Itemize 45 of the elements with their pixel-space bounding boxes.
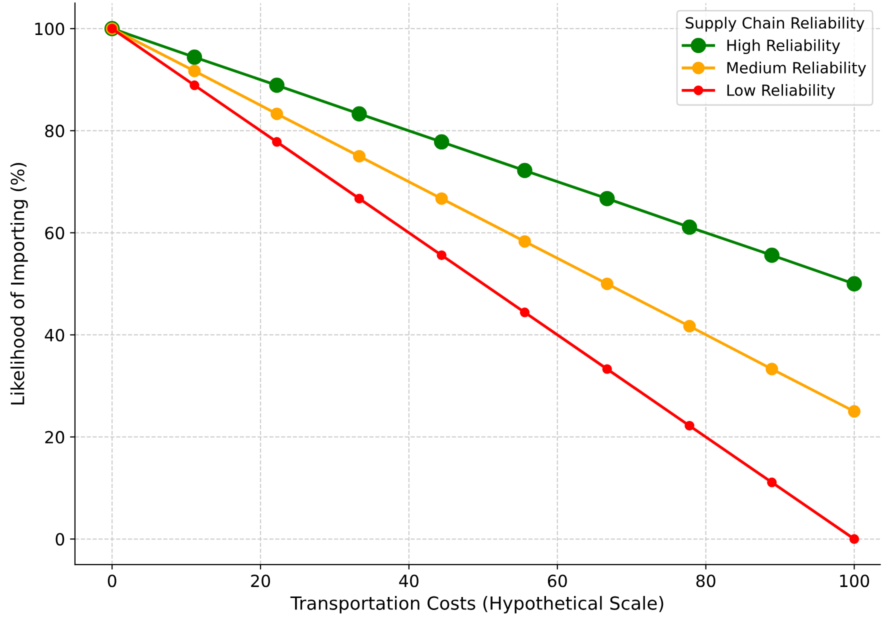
point [520,308,530,318]
y-tick-label: 20 [45,430,64,444]
x-tick-label: 0 [108,574,116,588]
y-tick-label: 60 [45,226,64,240]
point [518,235,531,248]
point [269,78,284,93]
point [435,192,448,205]
point [270,108,284,120]
point [272,137,282,147]
y-axis-title: Likelihood of Importing (%) [10,163,28,404]
point [190,80,200,90]
point [599,190,615,206]
point [354,194,364,204]
point [683,320,696,332]
x-tick-label: 60 [548,574,567,588]
y-tick-label: 80 [45,124,64,138]
legend-label: Low Reliability [727,84,836,99]
point [849,534,860,544]
point [352,106,367,122]
point [600,278,614,290]
legend-label: Medium Reliability [727,62,866,76]
legend-label: High Reliability [727,39,840,54]
point [517,162,532,178]
point [684,420,694,431]
point [602,364,612,374]
point [766,362,778,376]
point [682,220,698,235]
y-tick-label: 40 [44,328,64,342]
x-tick-label: 40 [399,574,418,588]
legend-title: Supply Chain Reliability [686,16,864,32]
point [188,64,201,78]
point [767,478,777,488]
x-tick-label: 100 [840,574,870,588]
point [186,50,202,65]
y-tick-label: 0 [56,532,64,546]
point [848,405,861,418]
point [846,276,862,292]
y-tick-label: 100 [35,22,64,36]
point [434,134,450,150]
x-tick-label: 20 [251,574,270,588]
point [764,248,780,263]
x-axis-title: Transportation Costs (Hypothetical Scale) [290,596,664,614]
point [352,150,366,162]
x-tick-label: 80 [696,574,716,588]
point [436,250,446,260]
